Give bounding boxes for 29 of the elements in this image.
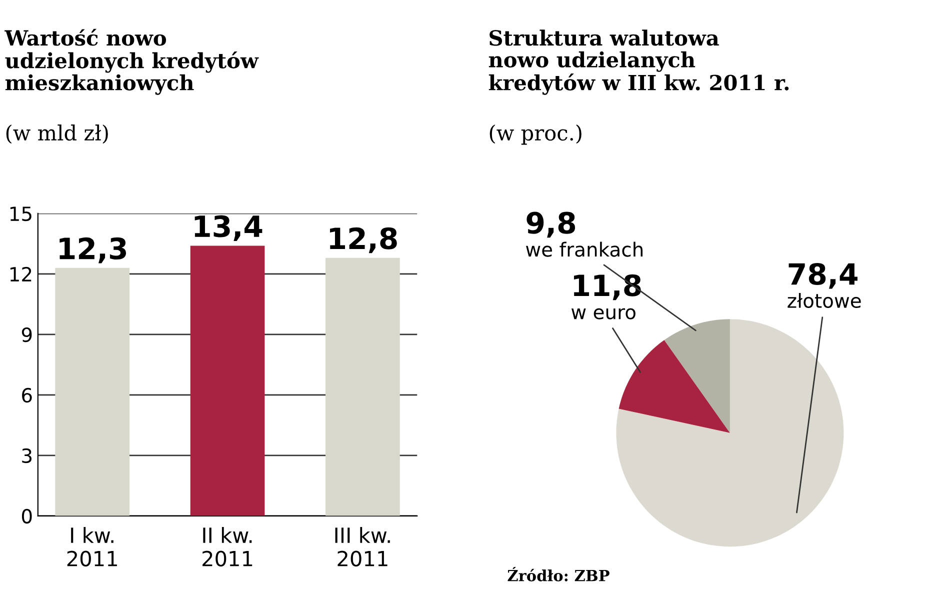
pie-slice bbox=[616, 319, 844, 547]
data-label: 12,3 bbox=[60, 237, 126, 264]
bar bbox=[190, 246, 265, 516]
y-tick-label: 9 bbox=[22, 327, 32, 342]
chart-subtitle: (w mld zł) bbox=[6, 124, 108, 144]
chart-title: Wartość nowo udzielonych kredytów mieszkaniowych bbox=[4, 28, 259, 95]
data-label: 9,8 bbox=[526, 212, 576, 238]
x-tick-label: III kw. 2011 bbox=[335, 527, 390, 566]
chart-subtitle: (w proc.) bbox=[490, 124, 582, 145]
x-tick-label: I kw. 2011 bbox=[67, 527, 117, 566]
y-tick-label: 15 bbox=[10, 206, 32, 222]
y-tick-label: 12 bbox=[10, 266, 32, 282]
bar bbox=[55, 268, 130, 516]
slice-label: we frankach bbox=[526, 242, 643, 257]
bar bbox=[326, 258, 400, 516]
slice-label: w euro bbox=[572, 308, 636, 320]
y-tick-label: 6 bbox=[22, 388, 32, 403]
pie-slice bbox=[664, 319, 730, 433]
slice-label: złotowe bbox=[788, 292, 861, 308]
pie-slice bbox=[618, 340, 730, 433]
data-label: 12,8 bbox=[330, 227, 397, 254]
data-label: 78,4 bbox=[788, 262, 858, 289]
text: Źródło: ZBP bbox=[508, 567, 610, 582]
data-label: 13,4 bbox=[194, 215, 262, 242]
y-tick-label: 0 bbox=[22, 508, 32, 524]
x-tick-label: II kw. 2011 bbox=[202, 527, 252, 566]
y-tick-label: 3 bbox=[22, 448, 32, 464]
chart-title: Struktura walutowa nowo udzielanych kredytów w III kw. 2011 r. bbox=[488, 30, 789, 95]
data-label: 11,8 bbox=[574, 274, 641, 300]
